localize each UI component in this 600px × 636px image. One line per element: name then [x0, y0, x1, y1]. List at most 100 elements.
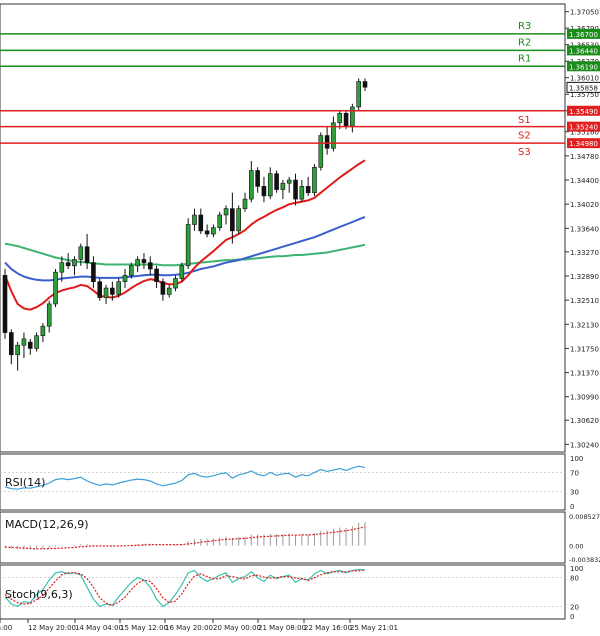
candle-body: [97, 281, 103, 298]
level-tag-r1: 1.36190: [569, 63, 598, 71]
stoch-tick-label: 100: [570, 565, 583, 573]
candle-body: [242, 198, 248, 209]
candle-body: [166, 287, 172, 295]
candle: [223, 205, 229, 225]
price-tick-label: 1.35160: [570, 129, 599, 137]
candle-body: [255, 170, 260, 187]
macd-tick-label: 0.00: [569, 543, 583, 551]
candle-body: [337, 112, 343, 124]
price-tick-label: 1.32130: [570, 321, 599, 329]
candle-body: [78, 246, 84, 260]
price-tick-label: 1.32890: [570, 273, 599, 281]
candle-body: [236, 208, 241, 232]
candle: [324, 126, 330, 155]
level-label-s3: S3: [518, 147, 531, 158]
candle-body: [280, 182, 286, 190]
candle: [261, 176, 267, 203]
candle: [15, 342, 20, 371]
stoch-frame: [0, 564, 566, 620]
candle: [72, 256, 77, 276]
level-label-s1: S1: [518, 115, 531, 126]
candle: [312, 164, 317, 196]
ma-mid-line: [4, 215, 366, 282]
candle-body: [223, 208, 229, 216]
candle-body: [84, 246, 90, 263]
candle-body: [286, 179, 292, 184]
rsi-label: RSI(14): [5, 476, 45, 489]
candle: [274, 170, 279, 193]
rsi-tick-label: 70: [570, 469, 579, 477]
level-tag-s2: 1.35240: [569, 124, 598, 132]
level-tag-s1: 1.35490: [569, 108, 598, 116]
ma-fast-line: [4, 159, 366, 311]
current-price-tag: 1.35858: [569, 84, 598, 92]
stoch-tick-label: 20: [570, 603, 579, 611]
candle: [160, 278, 166, 301]
candle-body: [103, 287, 109, 298]
price-tick-label: 1.32510: [570, 297, 599, 305]
candle-body: [211, 227, 216, 235]
candle: [236, 205, 241, 235]
candle: [286, 176, 292, 193]
price-tick-label: 1.35750: [570, 91, 599, 99]
candle-body: [318, 135, 324, 168]
rsi-tick-label: 30: [570, 489, 579, 497]
candle-body: [173, 278, 178, 289]
candle: [78, 243, 84, 266]
level-label-r2: R2: [518, 37, 531, 48]
candle-body: [185, 224, 191, 267]
candle: [84, 234, 90, 269]
candle-body: [267, 173, 273, 197]
time-tick-label: 22 May 16:00: [304, 624, 352, 632]
candle: [331, 116, 336, 152]
candle-body: [129, 265, 134, 276]
time-tick-label: 20 May 00:00: [213, 624, 261, 632]
stoch-tick-label: 80: [570, 575, 579, 583]
rsi-tick-label: 0: [570, 503, 574, 511]
candle: [267, 167, 273, 200]
candle-body: [110, 287, 115, 295]
level-tag-bg: [567, 121, 600, 132]
candle-body: [154, 268, 159, 282]
candle: [179, 262, 185, 282]
candle: [147, 256, 153, 276]
candle: [185, 218, 191, 269]
candle-body: [122, 275, 128, 282]
price-tick-label: 1.34400: [570, 177, 599, 185]
candle-body: [135, 259, 140, 267]
level-label-r1: R1: [518, 53, 531, 64]
candle: [2, 268, 8, 339]
candle: [242, 192, 248, 212]
candle: [255, 167, 260, 193]
candle-body: [198, 214, 204, 232]
candle-body: [72, 259, 77, 267]
price-tick-label: 1.33270: [570, 249, 599, 257]
stoch-label: Stoch(9,6,3): [5, 588, 73, 601]
candle: [27, 338, 33, 355]
candle-body: [21, 338, 27, 346]
candle: [166, 284, 172, 298]
candle: [305, 176, 311, 196]
candle-body: [46, 303, 52, 327]
level-tag-bg: [567, 138, 600, 149]
candle: [204, 224, 210, 238]
level-tag-r2: 1.36440: [569, 47, 598, 55]
candle-body: [116, 281, 121, 295]
candle-body: [230, 208, 235, 232]
candle: [34, 332, 39, 352]
price-panel: 1.370501.367901.365301.362701.360101.357…: [0, 3, 600, 453]
candle-body: [53, 271, 58, 305]
ma-slow-line: [4, 242, 366, 267]
candle-body: [141, 259, 147, 263]
candle-body: [324, 135, 330, 149]
rsi-line: [4, 465, 366, 490]
time-tick-label: 12 May 20:00: [28, 624, 76, 632]
price-tick-label: 1.30240: [570, 441, 599, 449]
price-tick-label: 1.37050: [570, 9, 599, 17]
level-tag-r3: 1.36700: [569, 31, 598, 39]
price-tick-label: 1.31750: [570, 345, 599, 353]
time-tick-label: 15 May 12:00: [120, 624, 168, 632]
candle: [97, 278, 103, 301]
candle-body: [362, 81, 368, 88]
